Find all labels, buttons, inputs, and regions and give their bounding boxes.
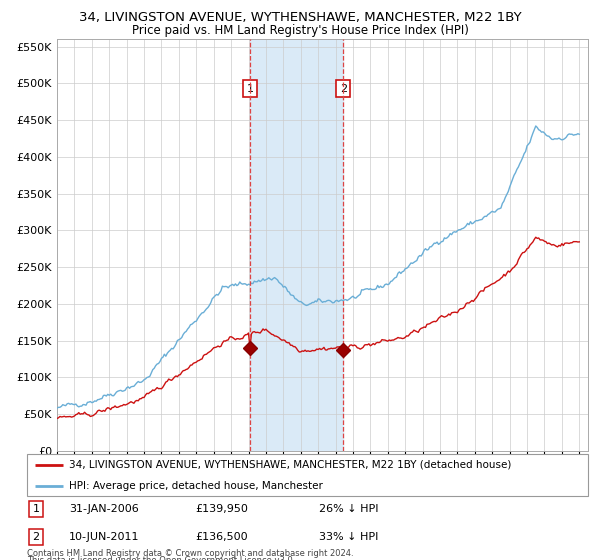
Text: 26% ↓ HPI: 26% ↓ HPI — [319, 504, 378, 514]
Text: 2: 2 — [340, 83, 347, 94]
Text: 1: 1 — [32, 504, 40, 514]
Text: HPI: Average price, detached house, Manchester: HPI: Average price, detached house, Manc… — [69, 482, 323, 491]
Text: Price paid vs. HM Land Registry's House Price Index (HPI): Price paid vs. HM Land Registry's House … — [131, 24, 469, 36]
Text: 10-JUN-2011: 10-JUN-2011 — [69, 532, 140, 542]
Text: This data is licensed under the Open Government Licence v3.0.: This data is licensed under the Open Gov… — [27, 556, 295, 560]
Text: 1: 1 — [247, 83, 253, 94]
FancyBboxPatch shape — [27, 454, 588, 496]
Text: 34, LIVINGSTON AVENUE, WYTHENSHAWE, MANCHESTER, M22 1BY: 34, LIVINGSTON AVENUE, WYTHENSHAWE, MANC… — [79, 11, 521, 24]
Text: £139,950: £139,950 — [196, 504, 248, 514]
Text: 31-JAN-2006: 31-JAN-2006 — [69, 504, 139, 514]
Text: £136,500: £136,500 — [196, 532, 248, 542]
Text: 33% ↓ HPI: 33% ↓ HPI — [319, 532, 378, 542]
Text: Contains HM Land Registry data © Crown copyright and database right 2024.: Contains HM Land Registry data © Crown c… — [27, 549, 353, 558]
Text: 34, LIVINGSTON AVENUE, WYTHENSHAWE, MANCHESTER, M22 1BY (detached house): 34, LIVINGSTON AVENUE, WYTHENSHAWE, MANC… — [69, 460, 511, 470]
Bar — [250, 39, 343, 451]
Text: 2: 2 — [32, 532, 40, 542]
